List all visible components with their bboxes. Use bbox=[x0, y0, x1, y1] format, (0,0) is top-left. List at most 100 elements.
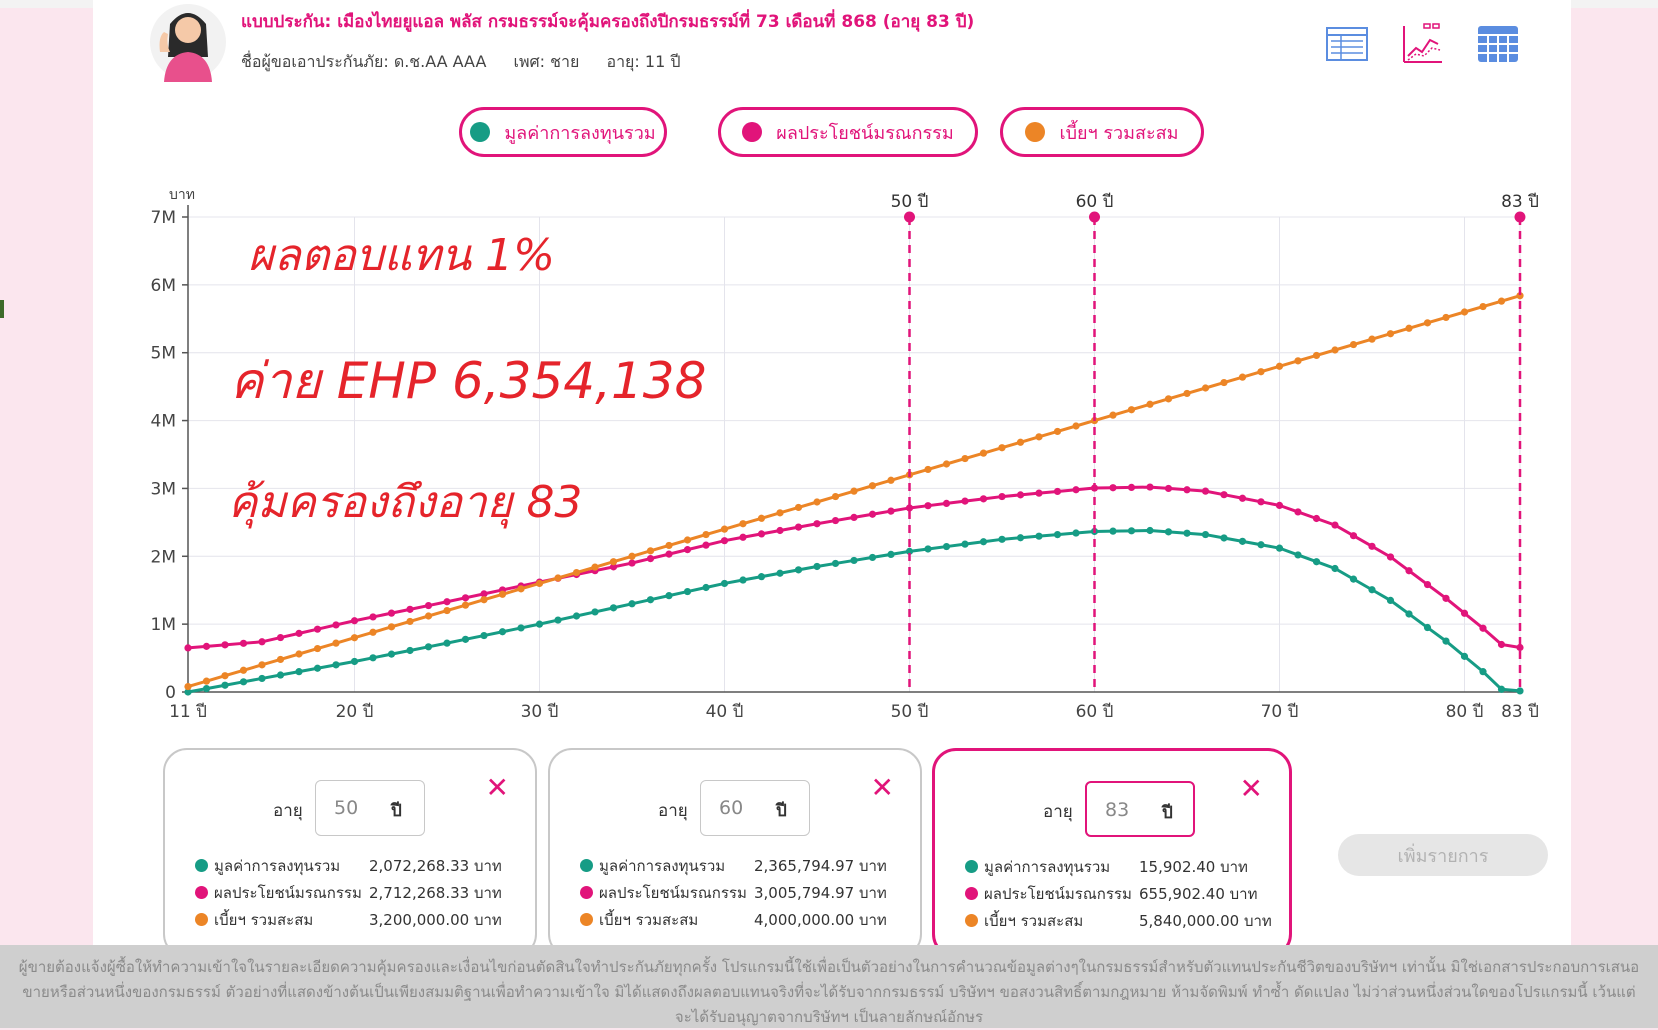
data-point bbox=[1220, 534, 1228, 542]
row-value: 2,712,268.33 บาท bbox=[369, 884, 502, 902]
data-point bbox=[554, 574, 562, 582]
data-point bbox=[628, 559, 636, 567]
data-point bbox=[535, 620, 544, 628]
applicant-info: ชื่อผู้ขอเอาประกันภัย: ด.ช.AA AAA เพศ: ช… bbox=[241, 50, 703, 75]
handwritten-return-note: ผลตอบแทน 1% bbox=[248, 230, 555, 281]
investment-dot-icon bbox=[580, 859, 593, 872]
data-point bbox=[1331, 564, 1339, 573]
data-point bbox=[350, 617, 359, 625]
close-icon[interactable]: ✕ bbox=[870, 771, 894, 804]
data-point bbox=[591, 608, 599, 616]
data-point bbox=[924, 502, 932, 510]
data-point bbox=[1386, 553, 1395, 561]
data-point bbox=[683, 536, 692, 544]
close-icon[interactable]: ✕ bbox=[1239, 772, 1263, 805]
data-point bbox=[1035, 489, 1043, 497]
death-benefit-dot-icon bbox=[742, 122, 763, 142]
y-tick-label: 0 bbox=[165, 683, 176, 703]
data-point bbox=[1072, 486, 1080, 494]
legend-label: มูลค่าการลงทุนรวม bbox=[504, 122, 656, 144]
row-value: 3,200,000.00 บาท bbox=[369, 911, 502, 929]
data-point bbox=[609, 604, 618, 612]
data-point bbox=[1349, 575, 1358, 583]
row-value: 15,902.40 บาท bbox=[1139, 858, 1248, 876]
data-point bbox=[1312, 558, 1321, 566]
close-icon[interactable]: ✕ bbox=[485, 771, 509, 804]
data-point bbox=[665, 592, 673, 600]
data-point bbox=[979, 538, 988, 546]
data-point bbox=[1183, 486, 1191, 494]
data-point bbox=[942, 499, 951, 508]
data-point bbox=[757, 514, 766, 522]
age-input[interactable]: 50 ปี bbox=[315, 780, 425, 836]
data-point bbox=[1220, 378, 1228, 387]
data-point bbox=[239, 639, 248, 647]
x-tick-label: 70 ปี bbox=[1261, 702, 1299, 722]
data-point bbox=[1386, 330, 1395, 338]
y-tick-label: 7M bbox=[151, 208, 176, 228]
data-point bbox=[1423, 623, 1432, 632]
age-unit: ปี bbox=[391, 801, 402, 821]
age-value: 60 bbox=[719, 797, 744, 819]
data-point bbox=[831, 492, 840, 501]
data-point bbox=[628, 552, 636, 560]
data-point bbox=[1201, 487, 1210, 495]
data-point bbox=[1386, 596, 1395, 604]
data-point bbox=[202, 642, 211, 650]
data-point bbox=[739, 533, 747, 541]
chart-view-icon[interactable] bbox=[1400, 22, 1444, 66]
age-marker-label: 50 ปี bbox=[891, 192, 929, 212]
x-tick-label: 40 ปี bbox=[706, 702, 744, 722]
data-point bbox=[1479, 302, 1487, 311]
data-point bbox=[1164, 484, 1173, 493]
data-point bbox=[1275, 501, 1284, 509]
x-tick-label: 50 ปี bbox=[891, 702, 929, 722]
data-point bbox=[1275, 362, 1284, 370]
data-point bbox=[1183, 529, 1191, 537]
data-point bbox=[406, 605, 414, 613]
data-point bbox=[813, 498, 821, 506]
data-point bbox=[924, 465, 932, 474]
row-label: ผลประโยชน์มรณกรรม bbox=[984, 885, 1132, 903]
card-row-investment: มูลค่าการลงทุนรวม 2,365,794.97 บาท bbox=[580, 854, 887, 878]
grid-view-icon[interactable] bbox=[1476, 22, 1520, 66]
data-point bbox=[1164, 528, 1173, 536]
y-tick-label: 1M bbox=[151, 615, 176, 635]
y-tick-label: 2M bbox=[151, 547, 176, 567]
data-point bbox=[887, 550, 895, 558]
data-point bbox=[776, 569, 784, 577]
data-point bbox=[1516, 292, 1524, 300]
row-label: ผลประโยชน์มรณกรรม bbox=[599, 884, 747, 902]
data-point bbox=[332, 661, 340, 669]
data-point bbox=[1423, 319, 1432, 327]
data-point bbox=[1127, 483, 1136, 491]
data-point bbox=[702, 541, 710, 549]
handwritten-coverage-note: คุ้มครองถึงอายุ 83 bbox=[228, 477, 582, 529]
legend-investment-value[interactable]: มูลค่าการลงทุนรวม bbox=[459, 107, 667, 157]
age-input[interactable]: 60 ปี bbox=[700, 780, 810, 836]
premium-dot-icon bbox=[1025, 122, 1046, 142]
data-point bbox=[276, 671, 285, 679]
legend-label: เบี้ยฯ รวมสะสม bbox=[1059, 122, 1179, 144]
data-point bbox=[332, 621, 340, 629]
table-view-icon[interactable] bbox=[1325, 22, 1369, 66]
row-label: มูลค่าการลงทุนรวม bbox=[599, 857, 726, 875]
data-point bbox=[868, 553, 877, 562]
data-point bbox=[1349, 532, 1358, 540]
data-point bbox=[1035, 532, 1043, 540]
data-point bbox=[1331, 521, 1339, 529]
data-point bbox=[406, 617, 414, 626]
x-tick-label: 20 ปี bbox=[336, 702, 374, 722]
legend-premium-total[interactable]: เบี้ยฯ รวมสะสม bbox=[1000, 107, 1204, 157]
age-input[interactable]: 83 ปี bbox=[1085, 781, 1195, 837]
data-point bbox=[424, 601, 433, 610]
data-point bbox=[702, 583, 710, 592]
legend-death-benefit[interactable]: ผลประโยชน์มรณกรรม bbox=[718, 107, 978, 157]
data-point bbox=[831, 559, 840, 568]
add-item-button[interactable]: เพิ่มรายการ bbox=[1338, 834, 1548, 876]
data-point bbox=[1294, 551, 1302, 559]
investment-dot-icon bbox=[195, 859, 208, 872]
age-value: 50 bbox=[334, 797, 359, 819]
data-point bbox=[295, 629, 303, 637]
data-point bbox=[998, 535, 1006, 543]
